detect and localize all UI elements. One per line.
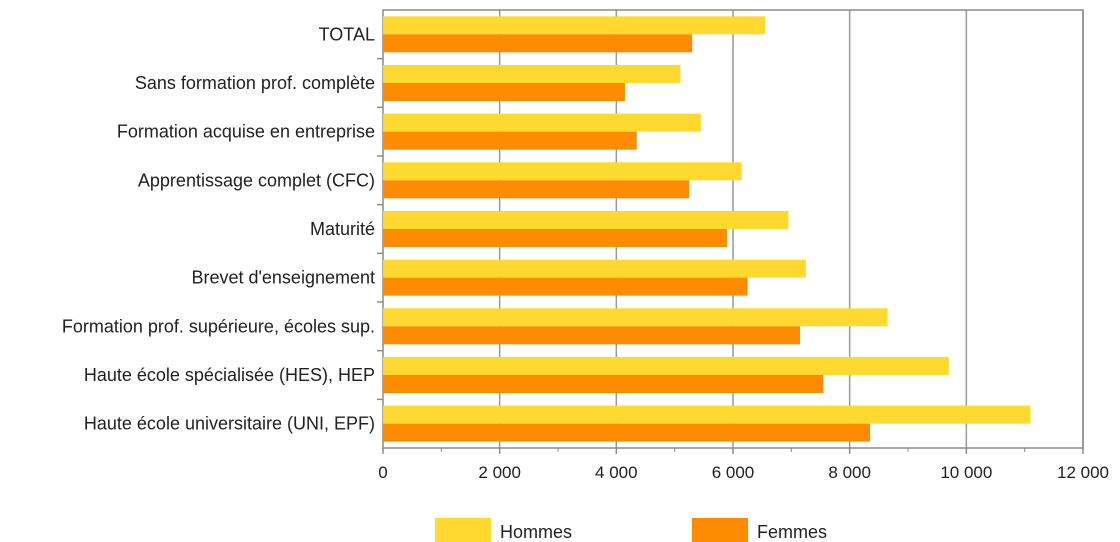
category-label: Haute école spécialisée (HES), HEP (84, 365, 375, 385)
bar-hommes-8 (383, 405, 1031, 424)
legend-swatch-femmes (692, 518, 748, 542)
legend-swatch-hommes (435, 518, 491, 542)
bar-hommes-4 (383, 211, 789, 229)
bar-femmes-1 (383, 83, 626, 101)
bar-femmes-5 (383, 277, 748, 296)
legend-label-hommes: Hommes (500, 522, 572, 542)
category-label: Formation acquise en entreprise (117, 122, 375, 142)
bar-hommes-1 (383, 65, 681, 83)
bar-femmes-6 (383, 326, 801, 345)
legend-label-femmes: Femmes (757, 522, 827, 542)
bar-hommes-0 (383, 16, 766, 35)
bar-hommes-3 (383, 162, 742, 181)
bar-femmes-0 (383, 34, 693, 53)
bar-hommes-7 (383, 357, 949, 375)
x-tick-label: 0 (378, 463, 387, 482)
x-tick-label: 10 000 (940, 463, 992, 482)
x-tick-label: 12 000 (1057, 463, 1109, 482)
bar-femmes-7 (383, 375, 824, 393)
bar-femmes-3 (383, 180, 690, 199)
bar-hommes-2 (383, 113, 701, 132)
bar-femmes-2 (383, 131, 637, 150)
bar-femmes-4 (383, 229, 728, 247)
x-tick-label: 2 000 (478, 463, 521, 482)
x-tick-label: 6 000 (712, 463, 755, 482)
x-tick-label: 8 000 (828, 463, 871, 482)
category-label: TOTAL (319, 24, 375, 44)
bar-hommes-5 (383, 259, 806, 278)
category-label: Apprentissage complet (CFC) (138, 170, 375, 190)
bar-femmes-8 (383, 423, 871, 442)
category-label: Brevet d'enseignement (191, 268, 375, 288)
category-label: Sans formation prof. complète (135, 73, 375, 93)
category-label: Maturité (310, 219, 375, 239)
category-label: Formation prof. supérieure, écoles sup. (62, 316, 375, 336)
category-label: Haute école universitaire (UNI, EPF) (84, 414, 375, 434)
bar-hommes-6 (383, 308, 888, 327)
x-tick-label: 4 000 (595, 463, 638, 482)
